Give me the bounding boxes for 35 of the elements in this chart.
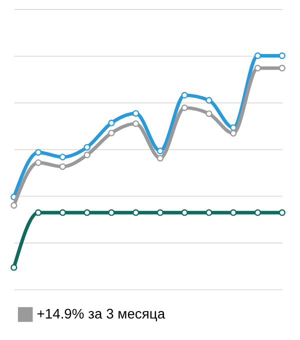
point	[156, 154, 164, 162]
point	[108, 120, 115, 126]
point	[34, 159, 42, 166]
point	[10, 202, 18, 209]
point	[278, 52, 286, 60]
point	[34, 209, 42, 216]
point	[278, 64, 286, 72]
point	[10, 264, 18, 271]
point	[132, 120, 140, 127]
point	[132, 110, 140, 117]
point	[254, 64, 262, 72]
point	[181, 104, 188, 112]
point	[230, 130, 237, 137]
point	[59, 163, 66, 170]
point	[84, 144, 90, 151]
point	[254, 52, 262, 60]
point	[206, 97, 212, 104]
point	[84, 209, 90, 216]
point	[34, 149, 42, 156]
point	[132, 209, 140, 216]
legend-label: +14.9% за 3 месяца	[36, 305, 166, 322]
point	[206, 209, 212, 216]
point	[84, 152, 90, 158]
point	[254, 209, 262, 216]
point	[156, 148, 164, 154]
point	[230, 209, 237, 216]
point	[206, 110, 212, 117]
point	[181, 92, 188, 99]
point	[108, 209, 115, 216]
point	[59, 209, 66, 216]
point	[278, 209, 286, 216]
point	[108, 130, 115, 136]
point	[156, 209, 164, 216]
point	[59, 154, 66, 160]
point	[181, 209, 188, 216]
